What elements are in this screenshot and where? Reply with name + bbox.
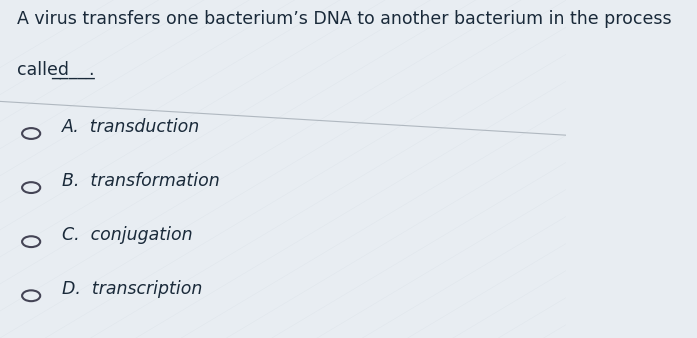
Text: D.  transcription: D. transcription bbox=[62, 280, 203, 298]
Text: .: . bbox=[88, 61, 93, 79]
Text: C.  conjugation: C. conjugation bbox=[62, 226, 193, 244]
Text: A.  transduction: A. transduction bbox=[62, 118, 201, 136]
Text: A virus transfers one bacterium’s DNA to another bacterium in the process: A virus transfers one bacterium’s DNA to… bbox=[17, 10, 672, 28]
Text: B.  transformation: B. transformation bbox=[62, 172, 220, 190]
Text: _____: _____ bbox=[51, 61, 95, 79]
Text: called: called bbox=[17, 61, 75, 79]
